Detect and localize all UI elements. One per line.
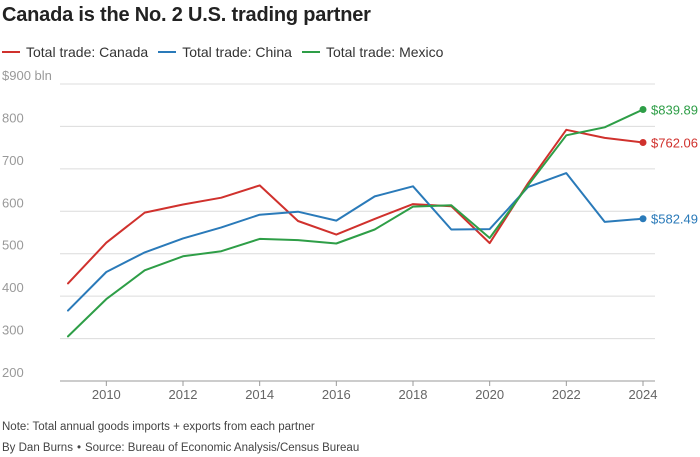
legend-label-china: Total trade: China (182, 44, 292, 60)
chart-note: Note: Total annual goods imports + expor… (2, 421, 315, 433)
x-tick-label: 2018 (399, 387, 428, 402)
y-axis: 200 300 400 500 600 700 800 $900 bln (2, 68, 52, 380)
x-tick-label: 2016 (322, 387, 351, 402)
x-axis: 2010 2012 2014 2016 2018 2020 2022 2024 (92, 381, 658, 402)
chart-legend: Total trade: Canada Total trade: China T… (2, 44, 453, 60)
x-tick-label: 2014 (245, 387, 274, 402)
series-end-marker-canada (639, 139, 647, 147)
end-label-layer: $762.06 $582.49 $839.89 (651, 103, 698, 227)
series-end-label-china: $582.49 (651, 212, 698, 227)
series-line-china (67, 172, 644, 312)
y-tick-label: 500 (2, 238, 24, 253)
x-tick-label: 2022 (552, 387, 581, 402)
source-text: Source: Bureau of Economic Analysis/Cens… (84, 442, 360, 454)
y-tick-label: 800 (2, 110, 24, 125)
y-tick-label: 200 (2, 365, 24, 380)
series-end-marker-mexico (639, 106, 647, 114)
legend-label-mexico: Total trade: Mexico (325, 44, 444, 60)
series-end-label-canada: $762.06 (651, 136, 698, 151)
series-line-mexico (67, 108, 644, 338)
y-tick-label: 700 (2, 153, 24, 168)
series-layer (67, 106, 647, 338)
x-tick-label: 2020 (475, 387, 504, 402)
series-end-marker-china (639, 215, 647, 223)
y-tick-label: 300 (2, 323, 24, 338)
legend-swatch-china (158, 51, 177, 53)
series-end-label-mexico: $839.89 (651, 103, 698, 118)
legend-label-canada: Total trade: Canada (26, 44, 149, 60)
y-tick-label: 600 (2, 195, 24, 210)
x-tick-label: 2024 (629, 387, 658, 402)
y-tick-label: 400 (2, 280, 24, 295)
separator: • (76, 442, 81, 454)
byline: By Dan Burns (2, 442, 73, 454)
series-line-canada (67, 128, 644, 285)
legend-swatch-mexico (301, 51, 320, 53)
x-tick-label: 2010 (92, 387, 121, 402)
legend-item-mexico: Total trade: Mexico (301, 44, 444, 60)
chart-title: Canada is the No. 2 U.S. trading partner (2, 4, 371, 26)
y-tick-label: $900 bln (2, 68, 52, 83)
chart-source: By Dan Burns • Source: Bureau of Economic … (2, 442, 359, 454)
legend-item-canada: Total trade: Canada (2, 44, 148, 60)
legend-item-china: Total trade: China (158, 44, 292, 60)
grid-layer (60, 83, 655, 382)
x-tick-label: 2012 (169, 387, 198, 402)
legend-swatch-canada (2, 51, 20, 53)
